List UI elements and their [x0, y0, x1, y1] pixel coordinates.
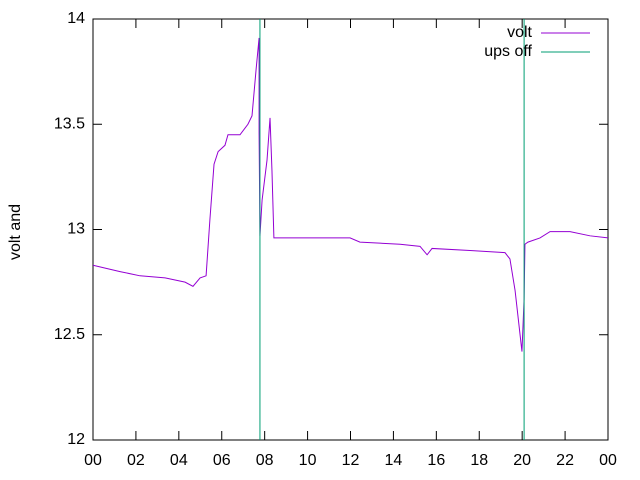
y-tick-label: 12: [67, 431, 85, 448]
y-tick-label: 12.5: [54, 326, 85, 343]
x-tick-label: 02: [127, 452, 145, 469]
x-tick-label: 14: [385, 452, 403, 469]
x-tick-label: 00: [599, 452, 617, 469]
x-tick-label: 00: [84, 452, 102, 469]
legend-label: ups off: [484, 43, 532, 60]
y-tick-label: 13: [67, 221, 85, 238]
x-tick-label: 06: [213, 452, 231, 469]
x-tick-label: 16: [427, 452, 445, 469]
series-line: [92, 37, 609, 352]
y-axis-label: volt and: [7, 204, 24, 260]
x-tick-label: 10: [299, 452, 317, 469]
legend-label: volt: [507, 24, 532, 41]
x-tick-label: 20: [513, 452, 531, 469]
x-tick-label: 18: [470, 452, 488, 469]
x-tick-label: 12: [342, 452, 360, 469]
plot-frame: [92, 18, 609, 441]
series-line: [259, 19, 525, 440]
y-tick-label: 14: [67, 10, 85, 27]
x-tick-label: 08: [256, 452, 274, 469]
x-tick-label: 04: [170, 452, 188, 469]
y-tick-label: 13.5: [54, 115, 85, 132]
x-tick-label: 22: [556, 452, 574, 469]
